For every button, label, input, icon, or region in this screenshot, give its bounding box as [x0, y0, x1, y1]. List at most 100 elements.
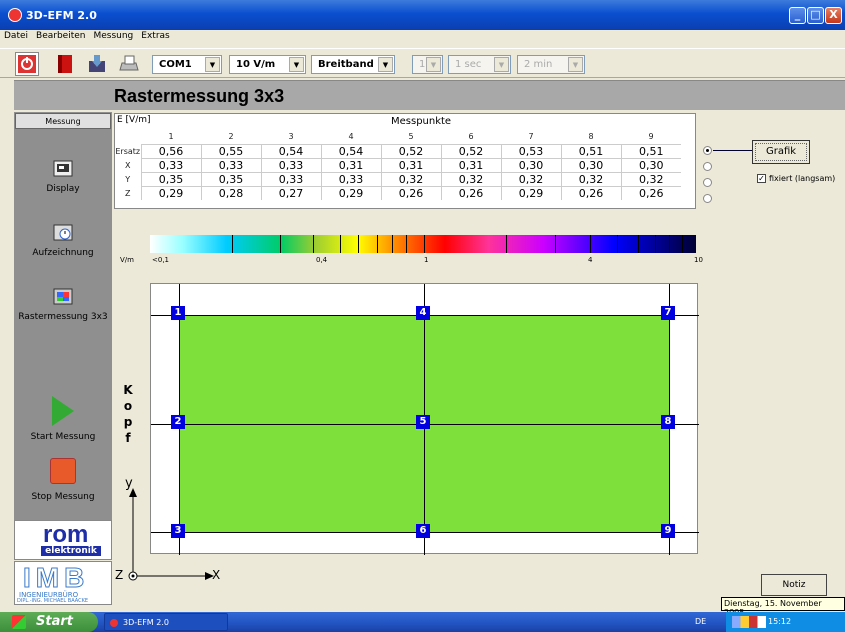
cell: 0,33 [260, 157, 321, 172]
scale-tick [555, 235, 556, 253]
port-value: COM1 [159, 59, 192, 70]
sidebar-item-record[interactable]: Aufzeichnung [14, 224, 112, 258]
row-label: Y [125, 174, 131, 184]
sidebar-header: Messung [15, 113, 111, 129]
fixiert-checkbox[interactable]: ✓ fixiert (langsam) [757, 174, 835, 183]
radio-y[interactable] [703, 178, 712, 187]
chevron-down-icon[interactable]: ▼ [378, 57, 393, 72]
sidebar-label-raster: Rastermessung 3x3 [18, 312, 108, 322]
radio-z[interactable] [703, 194, 712, 203]
sidebar-item-raster[interactable]: Rastermessung 3x3 [14, 288, 112, 322]
close-button[interactable]: X [825, 7, 842, 24]
cell: 0,51 [560, 143, 621, 158]
point-marker[interactable]: 9 [661, 524, 675, 538]
tray-icons[interactable] [732, 616, 766, 628]
play-icon [52, 396, 74, 426]
title-bar[interactable]: 3D-EFM 2.0 _ □ X [0, 0, 845, 30]
scale-tick [340, 235, 341, 253]
cell: 0,32 [440, 171, 501, 186]
menu-bearbeiten[interactable]: Bearbeiten [36, 31, 86, 41]
power-icon[interactable] [15, 52, 39, 76]
chevron-down-icon[interactable]: ▼ [289, 57, 304, 72]
stop-label: Stop Messung [31, 492, 95, 502]
scale-tick [590, 235, 591, 253]
rom-logo-text: rom [43, 521, 89, 548]
point-marker[interactable]: 2 [171, 415, 185, 429]
point-marker[interactable]: 6 [416, 524, 430, 538]
point-marker[interactable]: 3 [171, 524, 185, 538]
imb-logo-text: IMB [22, 562, 90, 594]
channel-select[interactable]: 1 ▼ [412, 55, 443, 74]
port-select[interactable]: COM1 ▼ [152, 55, 222, 74]
table-title: Messpunkte [391, 116, 452, 127]
duration-select[interactable]: 2 min ▼ [517, 55, 585, 74]
row-label: Ersatz [115, 146, 141, 156]
sidebar-item-display[interactable]: Display [14, 160, 112, 194]
col-header: 4 [348, 132, 354, 142]
maximize-button[interactable]: □ [807, 7, 824, 24]
start-button[interactable]: Start [0, 612, 98, 632]
column-header-row: 1 2 3 4 5 6 7 8 9 [115, 130, 681, 144]
scale-tick [506, 235, 507, 253]
cell: 0,33 [200, 157, 261, 172]
band-select[interactable]: Breitband ▼ [311, 55, 395, 74]
start-button[interactable]: Start Messung [14, 396, 112, 442]
menu-messung[interactable]: Messung [93, 31, 134, 41]
point-marker[interactable]: 8 [661, 415, 675, 429]
scale-tick [655, 235, 656, 253]
start-label: Start [36, 614, 73, 629]
scale-label: 10 [694, 256, 703, 264]
point-marker[interactable]: 4 [416, 306, 430, 320]
imb-sub2: DIPL.-ING. MICHAEL BAACKE [17, 598, 89, 604]
chevron-down-icon[interactable]: ▼ [494, 57, 509, 72]
interval-select[interactable]: 1 sec ▼ [448, 55, 511, 74]
table-row: Z 0,29 0,28 0,27 0,29 0,26 0,26 0,29 0,26 0,26 [115, 185, 681, 200]
stop-icon [50, 458, 76, 484]
selection-connector-line [713, 150, 753, 151]
point-marker[interactable]: 5 [416, 415, 430, 429]
chevron-down-icon[interactable]: ▼ [205, 57, 220, 72]
menu-datei[interactable]: Datei [4, 31, 29, 41]
grafik-button[interactable]: Grafik [752, 140, 810, 164]
table-row: Ersatz 0,56 0,55 0,54 0,54 0,52 0,52 0,53 0,51 0… [115, 143, 681, 158]
scale-tick [377, 235, 378, 253]
scale-tick [392, 235, 393, 253]
scale-tick [358, 235, 359, 253]
cell: 0,54 [320, 143, 381, 158]
sidebar-label-display: Display [46, 184, 80, 194]
scale-label: <0,1 [152, 256, 169, 264]
cell: 0,29 [320, 185, 381, 200]
notiz-button[interactable]: Notiz [761, 574, 827, 596]
point-marker[interactable]: 1 [171, 306, 185, 320]
kopf-letter: o [123, 399, 133, 413]
minimize-button[interactable]: _ [789, 7, 806, 24]
book-icon[interactable] [54, 53, 76, 75]
point-marker[interactable]: 7 [661, 306, 675, 320]
menu-extras[interactable]: Extras [141, 31, 170, 41]
print-icon[interactable] [118, 53, 140, 75]
stop-button[interactable]: Stop Messung [14, 458, 112, 502]
page-title: Rastermessung 3x3 [114, 86, 285, 106]
language-indicator[interactable]: DE [695, 617, 707, 626]
rom-elektronik-logo: rom elektronik [14, 520, 112, 560]
clock[interactable]: 15:12 [768, 617, 792, 626]
cell: 0,35 [200, 171, 261, 186]
scale-tick [682, 235, 683, 253]
row-label: Z [125, 188, 131, 198]
chevron-down-icon[interactable]: ▼ [426, 57, 441, 72]
scale-label: 4 [588, 256, 593, 264]
radio-ersatz[interactable] [703, 146, 712, 155]
sidebar: Messung Display Aufzeichnung Rastermessu… [14, 112, 112, 520]
windows-logo-icon [12, 615, 26, 629]
scale-tick [617, 235, 618, 253]
cell: 0,32 [500, 171, 561, 186]
channel-value: 1 [419, 59, 426, 70]
taskbar-item-app[interactable]: 3D-EFM 2.0 [104, 613, 228, 631]
checkbox-icon[interactable]: ✓ [757, 174, 766, 183]
cell: 0,52 [440, 143, 501, 158]
radio-x[interactable] [703, 162, 712, 171]
chevron-down-icon[interactable]: ▼ [568, 57, 583, 72]
range-select[interactable]: 10 V/m ▼ [229, 55, 306, 74]
save-icon[interactable] [86, 53, 108, 75]
table-row: X 0,33 0,33 0,33 0,31 0,31 0,31 0,30 0,30 0,30 [115, 157, 681, 172]
